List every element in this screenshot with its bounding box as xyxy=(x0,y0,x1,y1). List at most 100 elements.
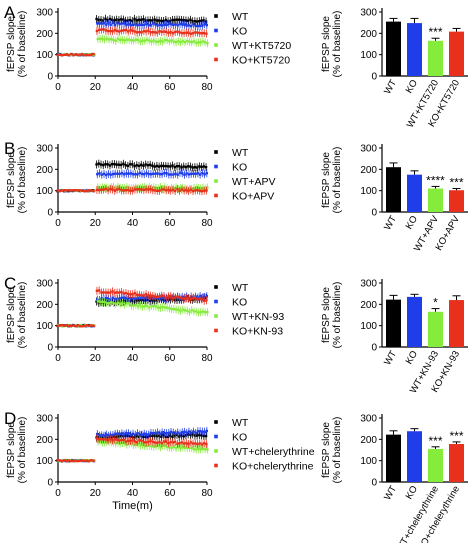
data-point xyxy=(127,432,130,435)
data-point xyxy=(146,436,150,439)
data-point xyxy=(197,311,200,314)
x-tick-label: 0 xyxy=(55,488,61,499)
data-point xyxy=(155,164,159,168)
bar-y-axis-label-line2: (% of baseline) xyxy=(332,417,343,484)
data-point xyxy=(180,31,184,35)
data-point xyxy=(142,294,146,297)
data-point xyxy=(167,431,171,435)
x-tick-label: 20 xyxy=(90,218,102,229)
data-point xyxy=(76,323,80,327)
data-point xyxy=(105,301,108,305)
data-point xyxy=(133,188,137,191)
data-point xyxy=(198,24,202,28)
data-point xyxy=(163,23,166,26)
x-tick-label: 40 xyxy=(127,488,139,499)
data-point xyxy=(134,173,137,176)
data-point xyxy=(111,433,115,437)
data-point xyxy=(162,164,165,168)
x-tick-label: 40 xyxy=(127,82,139,93)
data-point xyxy=(81,459,84,462)
data-point xyxy=(158,23,162,27)
data-point xyxy=(136,442,140,446)
data-point xyxy=(171,18,174,22)
data-point xyxy=(189,297,192,301)
data-point xyxy=(112,185,115,189)
data-point xyxy=(194,186,198,189)
data-point xyxy=(74,459,77,463)
bar-y-tick-label: 300 xyxy=(360,414,377,425)
data-point xyxy=(125,185,129,189)
data-point xyxy=(113,29,117,32)
data-point xyxy=(173,440,177,444)
data-point xyxy=(144,441,148,444)
data-point xyxy=(78,325,82,328)
data-point xyxy=(200,298,204,301)
data-point xyxy=(149,439,152,442)
data-point xyxy=(178,171,182,174)
data-point xyxy=(118,439,121,442)
data-point xyxy=(90,324,93,327)
data-point xyxy=(145,444,149,448)
data-point xyxy=(119,38,122,42)
data-point xyxy=(135,164,138,167)
data-point xyxy=(106,189,110,192)
data-point xyxy=(191,189,195,193)
legend-marker xyxy=(214,28,218,33)
data-point xyxy=(179,309,182,313)
data-point xyxy=(150,304,153,308)
data-point xyxy=(74,324,77,328)
data-point xyxy=(183,309,187,312)
data-point xyxy=(173,434,176,437)
data-point xyxy=(116,432,119,435)
data-point xyxy=(174,308,178,311)
data-point xyxy=(134,38,138,41)
data-point xyxy=(134,23,137,26)
data-point xyxy=(165,39,169,42)
data-point xyxy=(116,172,119,175)
data-point xyxy=(179,41,182,44)
data-point xyxy=(171,296,175,300)
data-point xyxy=(193,434,197,437)
data-point xyxy=(140,23,144,27)
data-point xyxy=(192,447,196,451)
data-point xyxy=(67,324,71,328)
data-point xyxy=(107,298,110,301)
data-point xyxy=(162,294,166,298)
data-point xyxy=(148,186,151,189)
data-point xyxy=(196,188,199,192)
data-point xyxy=(142,164,145,167)
data-point xyxy=(172,445,176,449)
data-point xyxy=(165,23,168,27)
data-point xyxy=(97,18,100,22)
data-point xyxy=(196,298,199,301)
data-point xyxy=(116,297,119,301)
data-point xyxy=(190,308,193,312)
significance-mark: *** xyxy=(428,25,442,39)
y-axis-label-line2: (% of baseline) xyxy=(17,147,28,214)
data-point xyxy=(123,441,126,444)
data-point xyxy=(98,37,102,41)
data-point xyxy=(95,188,99,192)
data-point xyxy=(151,440,155,444)
data-point xyxy=(183,40,187,44)
data-point xyxy=(177,445,180,448)
data-point xyxy=(185,431,188,434)
bar-1 xyxy=(407,23,422,76)
data-point xyxy=(194,189,197,192)
data-point xyxy=(116,21,119,25)
data-point xyxy=(125,172,128,175)
data-point xyxy=(198,165,201,168)
data-point xyxy=(203,187,207,190)
data-point xyxy=(83,189,86,193)
data-point xyxy=(203,310,207,314)
data-point xyxy=(184,434,188,437)
data-point xyxy=(109,291,112,294)
data-point xyxy=(145,38,149,41)
y-tick-label: 100 xyxy=(36,50,53,61)
legend-label: KO xyxy=(232,432,247,444)
series-1 xyxy=(56,18,209,57)
data-point xyxy=(121,301,124,304)
data-point xyxy=(124,163,127,167)
data-point xyxy=(111,172,115,176)
